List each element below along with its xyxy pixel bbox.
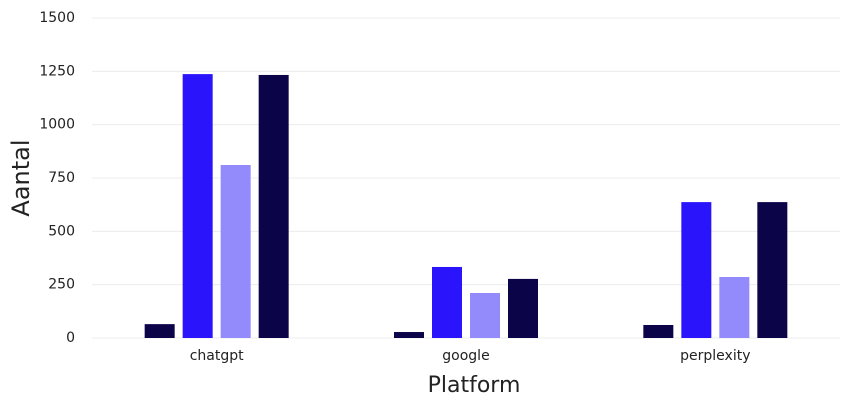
x-tick-label: chatgpt <box>190 348 244 364</box>
bar <box>470 292 500 338</box>
y-tick-label: 500 <box>48 223 75 239</box>
y-tick-label: 1250 <box>39 63 75 79</box>
bar <box>258 74 289 339</box>
bar <box>394 332 424 338</box>
bar <box>719 276 750 338</box>
x-axis-label: Platform <box>428 373 521 398</box>
bar <box>757 202 788 338</box>
bar <box>144 324 175 338</box>
y-tick-label: 750 <box>48 170 75 186</box>
bar <box>220 164 251 338</box>
y-axis-label: Aantal <box>7 139 35 216</box>
y-tick-label: 250 <box>48 277 75 293</box>
y-tick-label: 1000 <box>39 117 75 133</box>
y-tick-label: 0 <box>66 330 75 346</box>
y-tick-label: 1500 <box>39 10 75 26</box>
x-tick-label: perplexity <box>680 348 750 364</box>
x-tick-label: google <box>442 348 489 364</box>
bar <box>182 74 213 339</box>
bar <box>432 266 462 338</box>
bar <box>681 202 712 338</box>
bar <box>508 278 538 338</box>
bar <box>643 324 674 338</box>
